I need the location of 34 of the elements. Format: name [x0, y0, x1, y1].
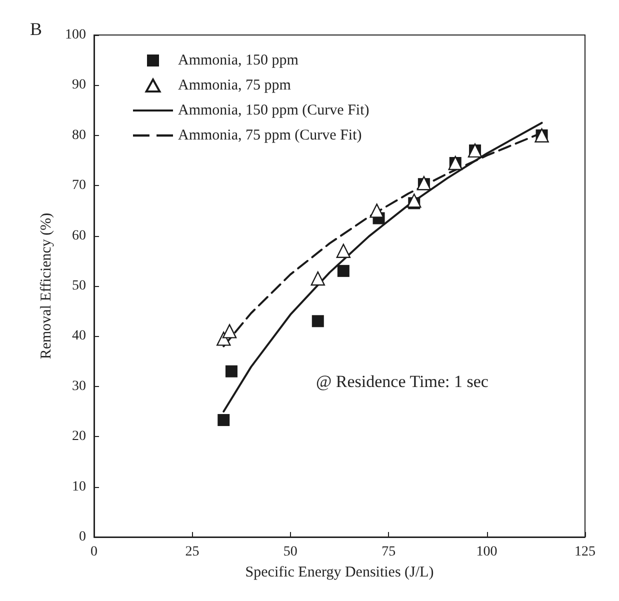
point [336, 244, 351, 258]
x-tick-label: 125 [574, 544, 596, 560]
point [370, 204, 384, 218]
x-tick-label: 25 [185, 544, 200, 560]
y-tick-label: 90 [72, 78, 86, 93]
point [222, 324, 237, 338]
y-tick-label: 50 [72, 278, 86, 294]
y-tick-label: 20 [72, 429, 86, 444]
x-tick-label: 50 [283, 544, 298, 560]
y-axis-title: Removal Efficiency (%) [38, 212, 54, 360]
y-tick-label: 70 [72, 178, 86, 194]
y-tick-label: 80 [72, 128, 86, 143]
point [218, 414, 230, 426]
y-tick-label: 30 [72, 378, 86, 394]
y-tick-label: 40 [72, 328, 86, 344]
x-tick-label: 0 [90, 544, 98, 560]
y-tick-label: 100 [65, 28, 86, 42]
x-tick-label: 100 [476, 544, 498, 560]
x-axis-title: Specific Energy Densities (J/L) [245, 564, 434, 580]
point [337, 264, 350, 277]
legend-label: Ammonia, 150 ppm [178, 52, 299, 68]
point [312, 315, 324, 328]
text: B [30, 19, 42, 39]
point [225, 365, 238, 378]
legend-label: Ammonia, 150 ppm (Curve Fit) [178, 102, 370, 118]
x-tick-label: 75 [382, 544, 396, 560]
legend-label: Ammonia, 75 ppm (Curve Fit) [178, 128, 362, 144]
annotation: @ Residence Time: 1 sec [316, 372, 489, 391]
legend-label: Ammonia, 75 ppm [178, 78, 292, 94]
y-tick-label: 10 [72, 479, 86, 494]
y-tick-label: 60 [72, 228, 86, 244]
point [407, 194, 422, 208]
point [310, 271, 325, 286]
y-tick-label: 0 [79, 530, 86, 544]
